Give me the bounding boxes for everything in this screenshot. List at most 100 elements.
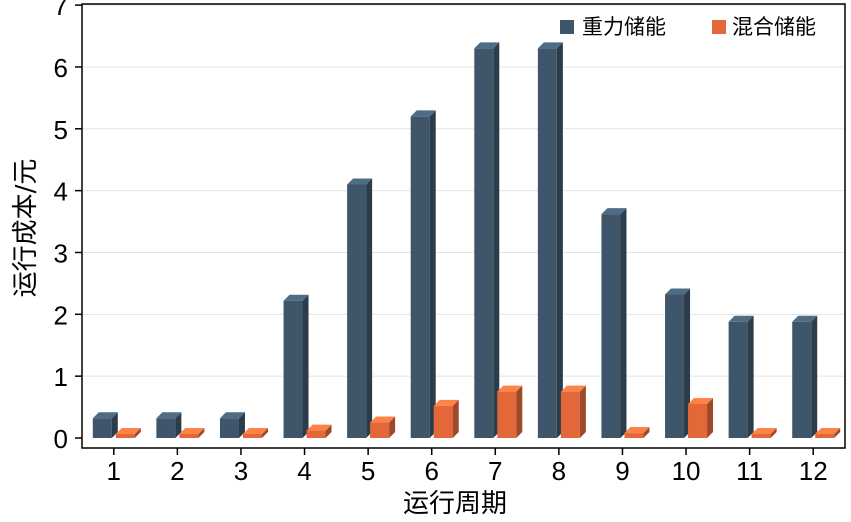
x-axis-ticks: 1 2 3 4 5 6 7 8 9 10 11 12	[107, 448, 828, 486]
bar-hybrid	[306, 424, 332, 438]
bar-front	[537, 48, 557, 439]
x-tick-label: 9	[615, 456, 629, 486]
bar-top	[370, 416, 396, 423]
bar-top	[560, 385, 586, 392]
bar-side	[238, 412, 245, 438]
bar-top	[497, 385, 523, 392]
bar-gravity	[410, 110, 436, 438]
bar-front	[601, 214, 621, 438]
bar-hybrid	[433, 399, 459, 438]
bar-gravity	[601, 208, 627, 438]
bar-gravity	[728, 315, 754, 438]
bar-top	[347, 178, 373, 185]
bar-side	[579, 385, 586, 438]
x-tick-label: 7	[488, 456, 502, 486]
y-tick-label: 0	[54, 424, 68, 454]
bar-side	[811, 315, 818, 438]
bar-front	[115, 434, 135, 438]
bar-front	[242, 434, 262, 438]
bar-side	[175, 412, 182, 438]
bar-front	[370, 422, 390, 438]
bar-gravity	[283, 294, 309, 438]
bar-top	[665, 288, 691, 295]
bar-front	[179, 434, 199, 438]
bar-hybrid	[497, 385, 523, 438]
bar-gravity	[92, 412, 118, 438]
bar-top	[179, 428, 205, 434]
bar-side	[556, 42, 563, 439]
bar-top	[283, 294, 309, 301]
bar-front	[410, 116, 430, 438]
x-tick-label: 12	[799, 456, 828, 486]
y-tick-label: 5	[54, 115, 68, 145]
y-tick-label: 6	[54, 53, 68, 83]
bar-front	[624, 433, 644, 438]
bar-side	[834, 428, 841, 438]
bar-side	[389, 416, 396, 438]
x-tick-label: 11	[736, 456, 763, 486]
y-tick-label: 4	[54, 177, 68, 207]
bar-hybrid	[560, 385, 586, 438]
bar-front	[283, 300, 303, 438]
x-tick-label: 2	[170, 456, 184, 486]
bar-front	[728, 321, 748, 438]
bar-top	[792, 315, 818, 322]
bar-front	[92, 418, 112, 438]
legend-swatch-gravity	[560, 20, 574, 34]
bar-front	[219, 418, 239, 438]
bar-gravity	[347, 178, 373, 438]
y-axis-label: 运行成本/元	[11, 159, 41, 298]
y-tick-label: 3	[54, 238, 68, 268]
bar-top	[242, 428, 268, 434]
bar-side	[684, 288, 691, 438]
bar-side	[770, 428, 777, 438]
bar-top	[728, 315, 754, 322]
bar-side	[747, 315, 754, 438]
bar-hybrid	[688, 397, 714, 438]
bar-hybrid	[624, 427, 650, 438]
bar-gravity	[537, 42, 563, 439]
x-tick-label: 1	[107, 456, 121, 486]
bar-top	[474, 42, 500, 49]
x-tick-label: 4	[297, 456, 311, 486]
bar-top	[688, 397, 714, 404]
bar-side	[707, 397, 714, 438]
bar-side	[111, 412, 118, 438]
bar-top	[537, 42, 563, 49]
x-tick-label: 10	[672, 456, 701, 486]
y-tick-label: 7	[54, 0, 68, 21]
bar-gravity	[219, 412, 245, 438]
bar-front	[815, 434, 835, 438]
bar-top	[433, 399, 459, 406]
bar-hybrid	[370, 416, 396, 438]
bar-hybrid	[115, 428, 141, 438]
x-tick-label: 3	[234, 456, 248, 486]
bar-side	[643, 427, 650, 438]
bar-side	[134, 428, 141, 438]
bar-front	[560, 391, 580, 438]
x-tick-label: 6	[424, 456, 438, 486]
bars	[92, 42, 841, 439]
bar-side	[429, 110, 436, 438]
x-axis-label: 运行周期	[403, 489, 507, 519]
bar-front	[474, 48, 494, 439]
bar-front	[792, 321, 812, 438]
legend-swatch-hybrid	[712, 20, 726, 34]
bar-front	[497, 391, 517, 438]
x-tick-label: 8	[552, 456, 566, 486]
bar-front	[306, 430, 326, 438]
plot-frame	[81, 3, 846, 449]
x-tick-label: 5	[361, 456, 375, 486]
bar-gravity	[156, 412, 182, 438]
bar-side	[198, 428, 205, 438]
bar-gravity	[474, 42, 500, 439]
bar-side	[620, 208, 627, 438]
bar-hybrid	[815, 428, 841, 438]
bar-side	[493, 42, 500, 439]
bar-front	[665, 294, 685, 438]
bar-front	[347, 184, 367, 438]
bar-side	[516, 385, 523, 438]
y-tick-label: 2	[54, 300, 68, 330]
bar-hybrid	[179, 428, 205, 438]
